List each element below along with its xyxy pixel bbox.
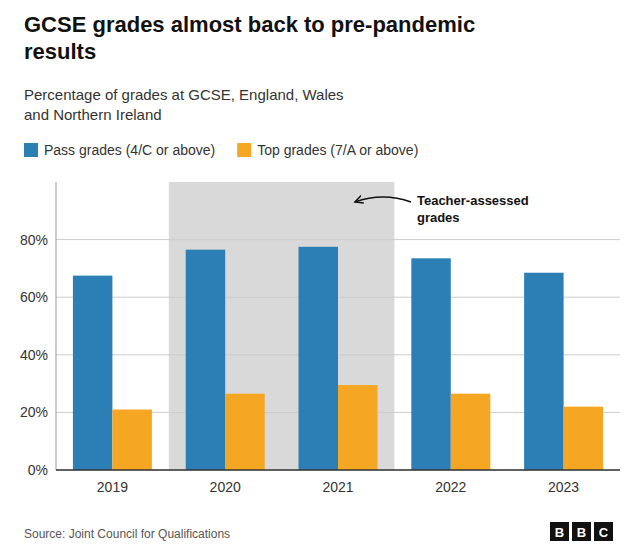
shaded-span (169, 182, 395, 470)
chart: GCSE grades almost back to pre-pandemicr… (0, 0, 640, 550)
bar (112, 410, 151, 470)
logo-letter: B (555, 525, 564, 540)
bar (73, 276, 112, 470)
x-tick-label: 2021 (322, 479, 353, 495)
y-tick-label: 0% (28, 462, 48, 478)
title-line: GCSE grades almost back to pre-pandemic (24, 12, 475, 37)
subtitle: Percentage of grades at GCSE, England, W… (24, 86, 344, 123)
bar (524, 273, 563, 470)
bar (451, 394, 490, 470)
grid-line (56, 470, 620, 471)
bar (411, 258, 450, 470)
logo-letter: C (599, 525, 609, 540)
logo: BBC (550, 522, 613, 541)
y-axis-line (56, 182, 57, 470)
legend-swatch (237, 143, 251, 157)
legend-swatch (24, 143, 38, 157)
logo-letter: B (577, 525, 586, 540)
logo-box (594, 522, 613, 541)
legend-label: Pass grades (4/C or above) (44, 142, 215, 158)
legend-label: Top grades (7/A or above) (257, 142, 418, 158)
x-tick-label: 2023 (548, 479, 579, 495)
bar (299, 247, 338, 470)
y-tick-label: 80% (20, 232, 48, 248)
source: Source: Joint Council for Qualifications (24, 527, 230, 541)
bar (186, 250, 225, 470)
background (0, 0, 640, 550)
annotation-spans (169, 182, 395, 470)
logo-box (572, 522, 591, 541)
title-line: results (24, 39, 96, 64)
y-axis: 0% 20% 40% 60% 80% (20, 182, 620, 478)
annotation: Teacher-assessed grades (417, 193, 529, 225)
bar (338, 385, 377, 470)
annotation-line: grades (417, 210, 460, 225)
bar (564, 407, 603, 470)
subtitle-line: Percentage of grades at GCSE, England, W… (24, 86, 344, 103)
legend: Pass grades (4/C or above) Top grades (7/… (24, 142, 418, 158)
logo-box (550, 522, 569, 541)
title: GCSE grades almost back to pre-pandemicr… (24, 12, 475, 64)
annotation-arrow (355, 197, 411, 202)
bar (225, 394, 264, 470)
y-tick-label: 60% (20, 289, 48, 305)
x-tick-label: 2022 (435, 479, 466, 495)
y-tick-label: 40% (20, 347, 48, 363)
bars (73, 247, 603, 470)
x-axis: 2019 2020 2021 2022 2023 (56, 470, 620, 495)
x-axis-line (56, 469, 620, 471)
grid-line (56, 239, 620, 240)
x-tick-label: 2019 (97, 479, 128, 495)
annotation-line: Teacher-assessed (417, 193, 529, 208)
subtitle-line: and Northern Ireland (24, 106, 162, 123)
y-tick-label: 20% (20, 404, 48, 420)
x-tick-label: 2020 (210, 479, 241, 495)
